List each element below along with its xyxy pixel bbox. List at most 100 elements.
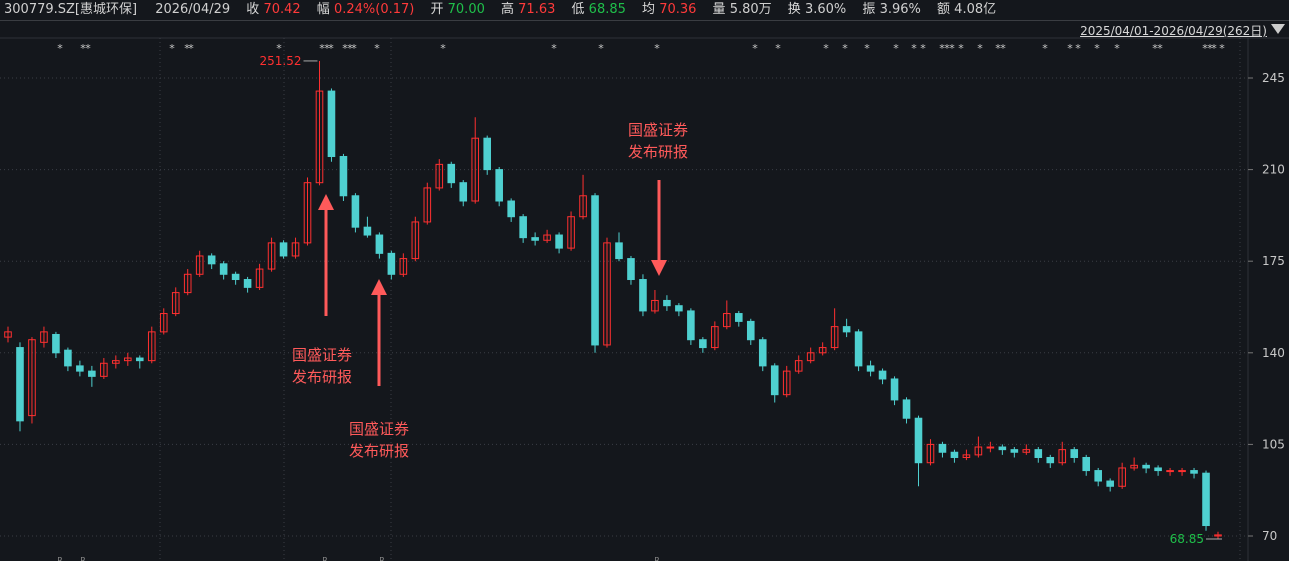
- candle-up: [579, 195, 587, 218]
- dropdown-triangle-icon[interactable]: [1271, 24, 1285, 34]
- candle-up: [782, 370, 791, 396]
- candle-up: [147, 331, 156, 362]
- candle-down: [1154, 467, 1162, 472]
- event-star-icon: *: [1219, 42, 1225, 55]
- candle-up: [255, 268, 264, 288]
- candle-down: [519, 216, 527, 239]
- event-star-icon: *: [324, 42, 330, 55]
- event-star-icon: *: [80, 42, 86, 55]
- candle-down: [363, 226, 372, 236]
- candle-up: [399, 258, 408, 275]
- report-marker: R: [322, 556, 328, 561]
- candle-down: [483, 137, 492, 171]
- event-star-icon: *: [823, 42, 829, 55]
- candle-down: [459, 182, 468, 202]
- event-star-icon: *: [1067, 42, 1073, 55]
- candle-up: [818, 347, 827, 354]
- candle-down: [351, 195, 360, 228]
- high-label: 高: [501, 2, 515, 17]
- candle-down: [878, 370, 887, 380]
- event-star-icon: *: [775, 42, 781, 55]
- candle-up: [100, 362, 108, 377]
- candle-up: [195, 255, 204, 275]
- candle-down: [495, 169, 503, 202]
- candle-down: [327, 90, 336, 158]
- candle-up: [1178, 470, 1186, 473]
- candle-down: [1142, 464, 1150, 469]
- candle-down: [243, 279, 252, 288]
- close-value: 70.42: [263, 2, 301, 17]
- quote-header: 300779.SZ[惠城环保] 2026/04/29 收 70.42 幅 0.2…: [0, 0, 1289, 21]
- candle-down: [339, 156, 348, 197]
- candle-up: [651, 299, 659, 312]
- candle-up: [711, 326, 719, 349]
- event-star-icon: *: [752, 42, 758, 55]
- event-star-icon: *: [977, 42, 983, 55]
- event-star-icon: *: [1207, 42, 1213, 55]
- candle-down: [76, 365, 84, 372]
- candle-down: [591, 195, 599, 346]
- min-price-label: 68.85: [1170, 532, 1204, 546]
- candle-down: [675, 305, 683, 312]
- candle-up: [411, 221, 420, 260]
- event-star-icon: *: [920, 42, 926, 55]
- candle-down: [663, 299, 671, 307]
- open-label: 开: [430, 2, 444, 17]
- date-range-link[interactable]: 2025/04/01-2026/04/29(262日): [1080, 24, 1267, 38]
- candle-up: [603, 242, 611, 346]
- candle-down: [758, 339, 767, 367]
- event-star-icon: *: [949, 42, 955, 55]
- amount-label: 额: [937, 2, 951, 17]
- event-star-icon: *: [440, 42, 446, 55]
- high-value: 71.63: [518, 2, 556, 17]
- report-marker: R: [57, 556, 63, 561]
- y-tick-label: 140: [1262, 346, 1285, 360]
- candle-up: [974, 446, 983, 456]
- event-star-icon: *: [276, 42, 282, 55]
- candle-down: [746, 320, 755, 341]
- event-star-icon: *: [1152, 42, 1158, 55]
- candle-down: [639, 279, 647, 312]
- y-tick-label: 70: [1262, 529, 1277, 543]
- candle-up: [159, 313, 168, 333]
- candle-down: [914, 417, 923, 464]
- amount-value: 4.08亿: [954, 2, 997, 17]
- candle-up: [423, 187, 432, 223]
- candle-up: [171, 292, 180, 315]
- report-marker: R: [654, 556, 660, 561]
- annotation-line1: 国盛证券: [628, 121, 688, 139]
- candle-down: [615, 242, 623, 260]
- candle-up: [567, 216, 575, 249]
- y-tick-label: 245: [1262, 71, 1285, 85]
- candle-down: [902, 399, 911, 419]
- candle-up: [1058, 449, 1067, 464]
- candle-down: [854, 331, 863, 367]
- y-tick-label: 175: [1262, 254, 1285, 268]
- event-star-icon: *: [864, 42, 870, 55]
- candle-down: [734, 313, 743, 322]
- candle-down: [770, 365, 779, 396]
- candle-down: [52, 333, 60, 354]
- open-value: 70.00: [447, 2, 485, 17]
- event-star-icon: *: [1094, 42, 1100, 55]
- candle-down: [1190, 470, 1198, 474]
- candle-down: [279, 242, 288, 257]
- annotation-line2: 发布研报: [628, 143, 688, 161]
- candle-up: [291, 242, 300, 257]
- annotation-line1: 国盛证券: [349, 420, 409, 438]
- candle-down: [507, 200, 515, 218]
- event-star-icon: *: [939, 42, 945, 55]
- turnover-label: 换: [787, 2, 801, 17]
- candle-down: [88, 370, 96, 377]
- candle-down: [890, 378, 899, 401]
- event-star-icon: *: [319, 42, 325, 55]
- candle-up: [723, 313, 731, 328]
- avg-label: 均: [642, 2, 656, 17]
- candle-down: [1202, 472, 1210, 527]
- candle-up: [543, 234, 551, 241]
- event-star-icon: *: [328, 42, 334, 55]
- candle-down: [207, 255, 216, 265]
- amplitude-label: 振: [862, 2, 876, 17]
- event-star-icon: *: [85, 42, 91, 55]
- candle-up: [830, 326, 839, 349]
